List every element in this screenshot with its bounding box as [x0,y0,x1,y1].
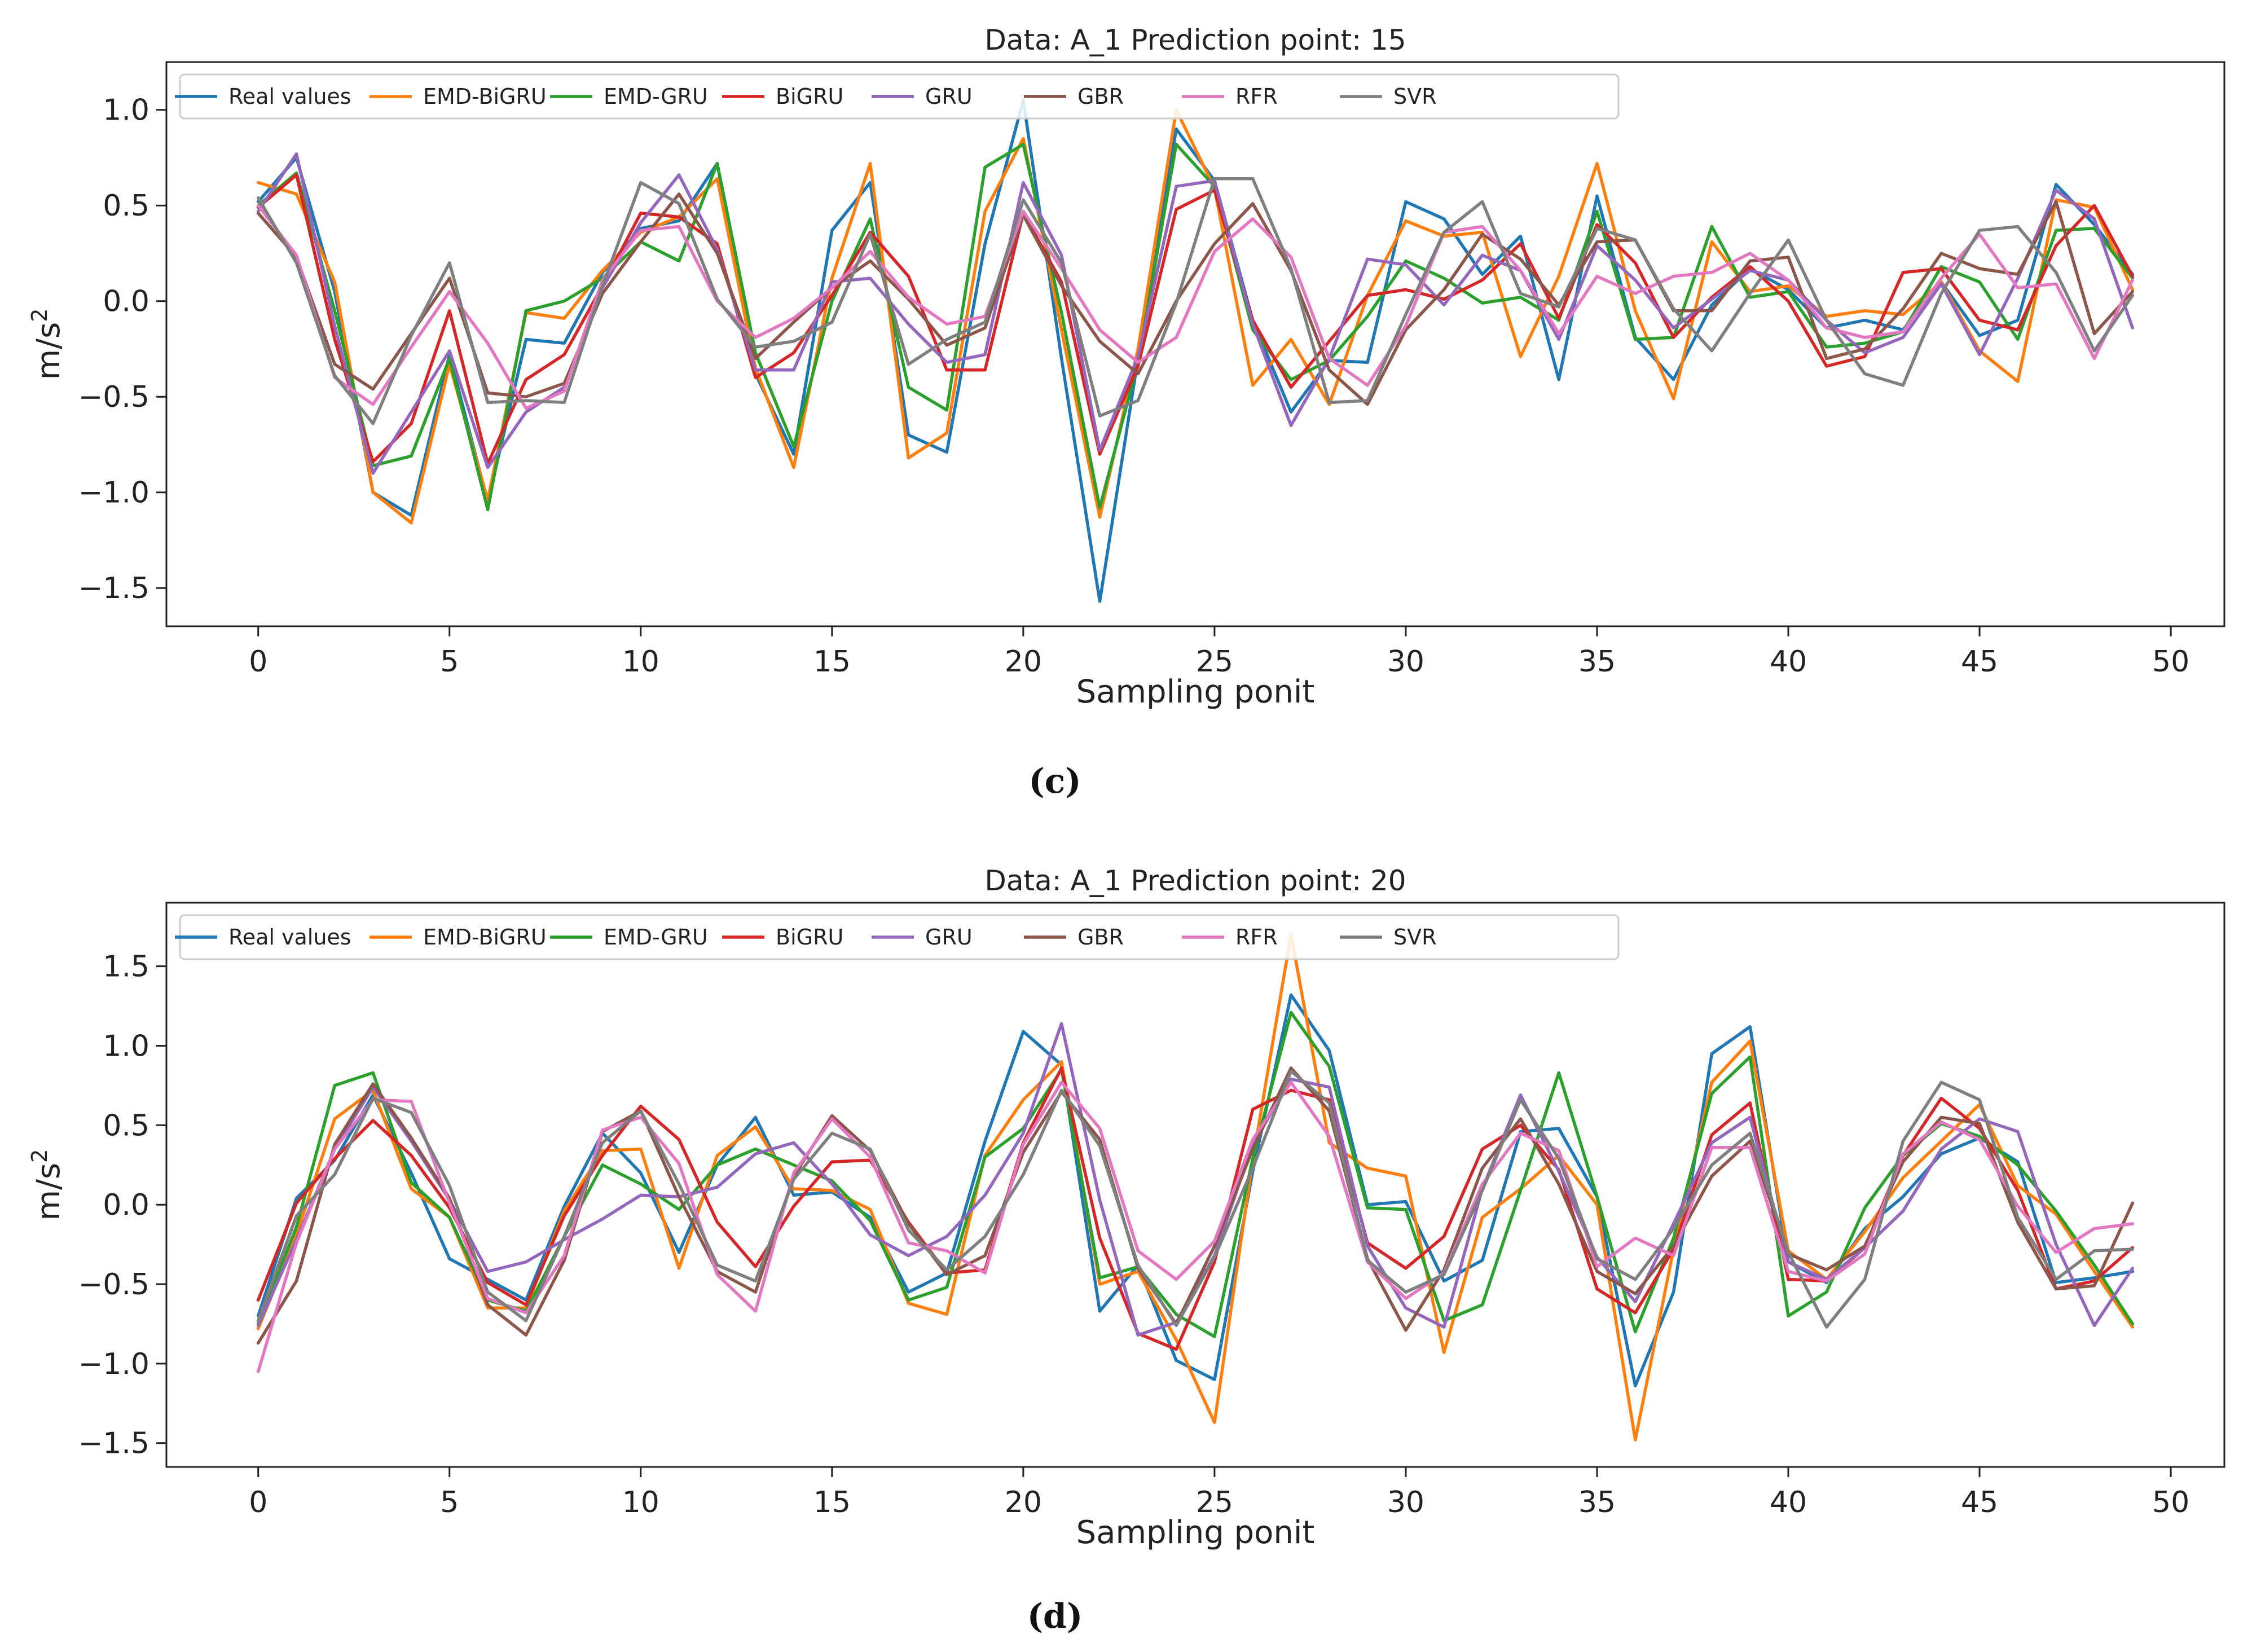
x-tick-label: 30 [1387,1486,1424,1519]
series-group [256,99,2135,603]
chart-panel-c: Data: A_1 Prediction point: 150 5 10 15 20 25… [27,24,2225,710]
series-line-gbr [256,192,2135,406]
legend-label-real-values: Real values [228,84,351,109]
legend-label-real-values: Real values [228,925,351,950]
legend-label-emd-bigru: EMD-BiGRU [423,84,547,109]
legend-label-gbr: GBR [1077,84,1124,109]
panel-caption: (c) [1028,762,1081,801]
y-axis-label: m/s2 [27,1149,67,1221]
y-tick-label: −1.0 [78,476,149,510]
y-axis-label-superscript: 2 [27,309,52,322]
x-tick-label: 35 [1578,645,1616,679]
y-tick-label: −1.5 [78,1427,149,1461]
x-axis-label: Sampling ponit [1076,674,1315,710]
x-tick-label: 5 [440,1486,459,1519]
x-tick-label: 50 [2152,1486,2189,1519]
y-tick-label: 0.0 [103,285,149,319]
legend-label-emd-gru: EMD-GRU [604,84,708,109]
x-tick-label: 20 [1005,1486,1042,1519]
series-line-svr [256,1069,2135,1329]
series-line-bigru [256,173,2135,465]
series-line-rfr [256,204,2135,410]
legend-label-bigru: BiGRU [776,925,843,950]
series-line-svr [256,177,2135,425]
chart-title: Data: A_1 Prediction point: 15 [984,24,1406,56]
y-axis-label: m/s2 [27,309,67,380]
x-tick-label: 0 [249,645,267,679]
x-tick-label: 15 [813,645,851,679]
legend-label-svr: SVR [1393,925,1437,950]
series-line-emd-bigru [256,933,2135,1442]
y-tick-label: 1.5 [103,950,149,984]
x-tick-label: 50 [2152,645,2189,679]
legend-label-gru: GRU [925,84,973,109]
y-axis-label-base: m/s [30,1163,67,1221]
legend-label-gbr: GBR [1077,925,1124,950]
series-line-rfr [256,1080,2135,1373]
y-tick-label: 0.0 [103,1188,149,1222]
x-tick-label: 10 [622,645,659,679]
x-tick-label: 20 [1005,645,1042,679]
legend-label-svr: SVR [1393,84,1437,109]
y-tick-label: 0.5 [103,1109,149,1143]
legend-label-emd-gru: EMD-GRU [604,925,708,950]
chart-panel-d: Data: A_1 Prediction point: 200 5 10 15 20 25… [27,864,2225,1551]
legend: Real values EMD-BiGRU EMD-GRU BiGRU GRU GBR RF… [175,914,1620,960]
panel-caption: (d) [1027,1597,1083,1636]
legend-label-gru: GRU [925,925,973,950]
x-tick-label: 25 [1196,645,1233,679]
x-tick-label: 40 [1770,645,1807,679]
x-tick-label: 35 [1578,1486,1616,1519]
legend: Real values EMD-BiGRU EMD-GRU BiGRU GRU GBR RF… [175,73,1620,120]
x-tick-label: 45 [1961,645,1998,679]
x-tick-label: 15 [813,1486,851,1519]
y-tick-label: −0.5 [78,380,149,414]
y-axis-label-superscript: 2 [27,1149,52,1163]
series-group [256,933,2135,1442]
plot-frame [165,61,2225,627]
x-tick-label: 45 [1961,1486,1998,1519]
plot-frame [165,902,2225,1468]
x-tick-label: 40 [1770,1486,1807,1519]
x-tick-label: 5 [440,645,459,679]
x-tick-label: 25 [1196,1486,1233,1519]
x-axis-label: Sampling ponit [1076,1514,1315,1551]
legend-label-rfr: RFR [1235,84,1278,109]
legend-label-rfr: RFR [1235,925,1278,950]
legend-label-bigru: BiGRU [776,84,843,109]
chart-title: Data: A_1 Prediction point: 20 [984,864,1406,897]
y-tick-label: 1.0 [103,1030,149,1064]
x-tick-label: 0 [249,1486,267,1519]
x-tick-label: 30 [1387,645,1424,679]
y-tick-label: 1.0 [103,94,149,128]
legend-label-emd-bigru: EMD-BiGRU [423,925,547,950]
y-tick-label: −1.0 [78,1347,149,1381]
y-tick-label: −1.5 [78,572,149,605]
y-tick-label: −0.5 [78,1268,149,1302]
series-line-emd-bigru [256,108,2135,525]
y-tick-label: 0.5 [103,189,149,223]
y-axis-label-base: m/s [30,322,67,380]
x-tick-label: 10 [622,1486,659,1519]
